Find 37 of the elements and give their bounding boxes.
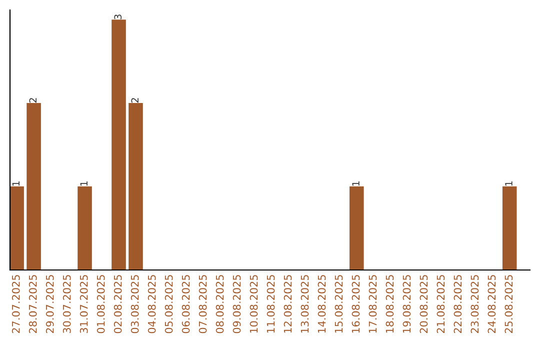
x-tick-label: 12.08.2025 [284,275,292,333]
x-tick-label: 10.08.2025 [250,275,258,333]
x-tick-label: 14.08.2025 [318,275,326,333]
x-tick-label: 24.08.2025 [488,275,496,334]
x-tick-label: 22.08.2025 [454,275,462,334]
x-tick-label: 08.08.2025 [216,275,224,334]
data-label: 1 [12,181,20,186]
x-tick-label: 01.08.2025 [96,275,105,334]
x-tick-label: 03.08.2025 [130,275,139,334]
x-tick-label: 18.08.2025 [386,275,394,333]
x-tick-label: 17.08.2025 [368,275,377,333]
data-label: 2 [131,98,138,103]
x-tick-label: 16.08.2025 [352,275,360,333]
x-tick-label: 23.08.2025 [470,275,479,334]
x-tick-label: 30.07.2025 [62,275,71,334]
x-tick-label: 20.08.2025 [420,275,428,334]
data-label: 1 [505,181,512,186]
x-tick-label: 09.08.2025 [232,275,241,334]
data-label: 2 [29,98,36,103]
data-label: 3 [114,14,122,20]
data-label: 1 [352,181,360,186]
x-tick-label: 28.07.2025 [28,275,37,334]
x-tick-label: 29.07.2025 [46,275,54,334]
x-tick-label: 05.08.2025 [164,275,173,334]
x-tick-label: 04.08.2025 [148,275,156,334]
x-tick-label: 11.08.2025 [266,275,275,333]
x-tick-label: 19.08.2025 [402,275,411,333]
x-tick-label: 27.07.2025 [12,275,20,334]
x-tick-label: 06.08.2025 [182,275,190,334]
x-tick-label: 21.08.2025 [436,275,445,334]
x-tick-label: 31.07.2025 [80,275,88,334]
data-label: 1 [80,181,88,186]
x-tick-label: 02.08.2025 [114,275,122,334]
x-tick-label: 15.08.2025 [334,275,343,333]
x-tick-label: 25.08.2025 [504,275,513,334]
x-tick-label: 13.08.2025 [300,275,309,333]
x-tick-label: 07.08.2025 [198,275,207,334]
